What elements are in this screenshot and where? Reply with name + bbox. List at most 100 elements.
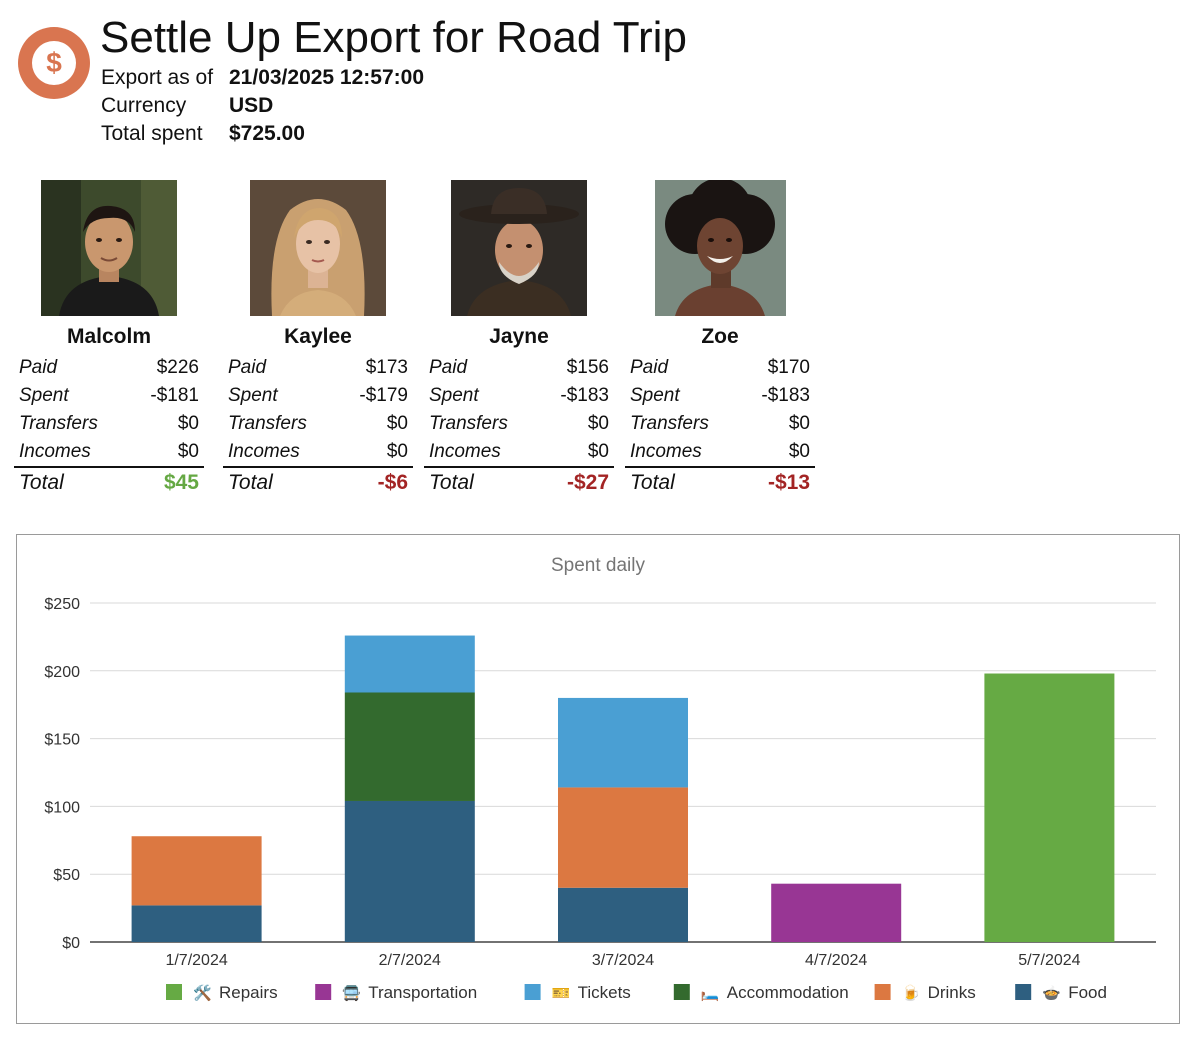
legend-swatch bbox=[315, 984, 332, 1000]
x-tick-label: 4/7/2024 bbox=[805, 952, 867, 969]
paid-label: Paid bbox=[630, 357, 669, 378]
y-tick-label: $250 bbox=[44, 596, 80, 613]
incomes-row: Incomes $0 bbox=[424, 438, 614, 466]
y-tick-label: $200 bbox=[44, 664, 80, 681]
legend-swatch bbox=[673, 984, 690, 1000]
y-tick-label: $150 bbox=[44, 732, 80, 749]
total-value: -$13 bbox=[767, 471, 810, 494]
y-tick-label: $50 bbox=[53, 867, 80, 884]
x-tick-label: 5/7/2024 bbox=[1018, 952, 1080, 969]
total-row: Total -$13 bbox=[625, 466, 815, 498]
paid-row: Paid $226 bbox=[14, 354, 204, 382]
legend-food-icon: 🍲 bbox=[1042, 984, 1061, 1002]
avatar bbox=[451, 180, 587, 316]
total-row: Total $45 bbox=[14, 466, 204, 498]
meta-row-export-date: Export as of 21/03/2025 12:57:00 bbox=[101, 64, 424, 92]
bar-accommodation bbox=[344, 692, 475, 801]
y-tick-label: $0 bbox=[62, 935, 80, 952]
avatar bbox=[655, 180, 786, 316]
transfers-label: Transfers bbox=[429, 413, 508, 434]
meta-label: Total spent bbox=[101, 122, 203, 145]
meta-value: 21/03/2025 12:57:00 bbox=[229, 66, 424, 89]
spent-row: Spent -$179 bbox=[223, 382, 413, 410]
bar-repairs bbox=[984, 673, 1115, 942]
paid-row: Paid $156 bbox=[424, 354, 614, 382]
spent-daily-chart: Spent daily $0 $50 $100 $150 $200 $250 1/7/202… bbox=[16, 534, 1180, 1024]
incomes-value: $0 bbox=[386, 441, 408, 462]
app-logo: $ bbox=[18, 27, 90, 99]
spent-row: Spent -$181 bbox=[14, 382, 204, 410]
incomes-value: $0 bbox=[788, 441, 810, 462]
transfers-row: Transfers $0 bbox=[14, 410, 204, 438]
page-title: Settle Up Export for Road Trip bbox=[100, 13, 687, 62]
transfers-row: Transfers $0 bbox=[625, 410, 815, 438]
bar-food bbox=[558, 887, 688, 942]
incomes-label: Incomes bbox=[228, 441, 300, 462]
x-tick-label: 2/7/2024 bbox=[379, 952, 441, 969]
total-label: Total bbox=[429, 471, 474, 494]
chart-canvas: $0 $50 $100 $150 $200 $250 1/7/2024 2/7/2024 3/7… bbox=[44, 596, 1156, 1002]
x-tick-label: 1/7/2024 bbox=[165, 952, 227, 969]
paid-value: $226 bbox=[156, 357, 199, 378]
legend-tickets-icon: 🎫 bbox=[552, 984, 571, 1002]
incomes-value: $0 bbox=[587, 441, 609, 462]
member-balance-table: Paid $170 Spent -$183 Transfers $0 Incomes $… bbox=[625, 354, 815, 498]
member-name: Jayne bbox=[489, 325, 549, 348]
legend-repairs-icon: 🛠️ bbox=[193, 983, 212, 1002]
meta-row-total-spent: Total spent $725.00 bbox=[101, 120, 424, 148]
y-tick-label: $100 bbox=[44, 799, 80, 816]
paid-label: Paid bbox=[429, 357, 468, 378]
incomes-value: $0 bbox=[177, 441, 199, 462]
paid-value: $173 bbox=[365, 357, 408, 378]
spent-value: -$181 bbox=[150, 385, 199, 406]
spent-label: Spent bbox=[630, 385, 680, 406]
incomes-row: Incomes $0 bbox=[14, 438, 204, 466]
incomes-row: Incomes $0 bbox=[625, 438, 815, 466]
total-value: -$6 bbox=[377, 471, 408, 494]
incomes-row: Incomes $0 bbox=[223, 438, 413, 466]
spent-row: Spent -$183 bbox=[424, 382, 614, 410]
spent-value: -$183 bbox=[560, 385, 609, 406]
total-label: Total bbox=[228, 471, 273, 494]
bar-tickets bbox=[344, 635, 475, 693]
legend-transportation-icon: 🚍 bbox=[342, 984, 361, 1002]
total-row: Total -$27 bbox=[424, 466, 614, 498]
transfers-value: $0 bbox=[386, 413, 408, 434]
export-meta: Export as of 21/03/2025 12:57:00 Currenc… bbox=[101, 64, 424, 148]
bar-drinks bbox=[558, 787, 688, 888]
transfers-row: Transfers $0 bbox=[424, 410, 614, 438]
legend-swatch bbox=[166, 984, 182, 1000]
legend-label: Food bbox=[1068, 983, 1107, 1002]
transfers-value: $0 bbox=[587, 413, 609, 434]
meta-value: $725.00 bbox=[229, 122, 305, 145]
legend-label: Transportation bbox=[368, 983, 477, 1002]
meta-row-currency: Currency USD bbox=[101, 92, 424, 120]
paid-label: Paid bbox=[19, 357, 58, 378]
paid-row: Paid $170 bbox=[625, 354, 815, 382]
paid-value: $156 bbox=[566, 357, 609, 378]
spent-value: -$183 bbox=[761, 385, 810, 406]
incomes-label: Incomes bbox=[19, 441, 91, 462]
chart-title: Spent daily bbox=[550, 555, 645, 576]
total-value: $45 bbox=[163, 471, 199, 494]
member-balance-table: Paid $156 Spent -$183 Transfers $0 Incomes $… bbox=[424, 354, 614, 498]
total-label: Total bbox=[19, 471, 64, 494]
bar-food bbox=[131, 905, 262, 942]
transfers-value: $0 bbox=[177, 413, 199, 434]
member-name: Malcolm bbox=[66, 325, 152, 348]
incomes-label: Incomes bbox=[429, 441, 501, 462]
bar-food bbox=[344, 800, 475, 942]
spent-value: -$179 bbox=[359, 385, 408, 406]
transfers-label: Transfers bbox=[630, 413, 709, 434]
meta-label: Export as of bbox=[101, 66, 214, 89]
bar-drinks bbox=[131, 836, 262, 906]
transfers-row: Transfers $0 bbox=[223, 410, 413, 438]
legend-label: Tickets bbox=[578, 983, 631, 1002]
member-name: Kaylee bbox=[284, 325, 352, 348]
avatar bbox=[41, 180, 177, 316]
legend-swatch bbox=[874, 984, 891, 1000]
avatar bbox=[250, 180, 386, 316]
meta-value: USD bbox=[229, 94, 274, 117]
dollar-icon: $ bbox=[32, 41, 76, 85]
spent-label: Spent bbox=[19, 385, 69, 406]
